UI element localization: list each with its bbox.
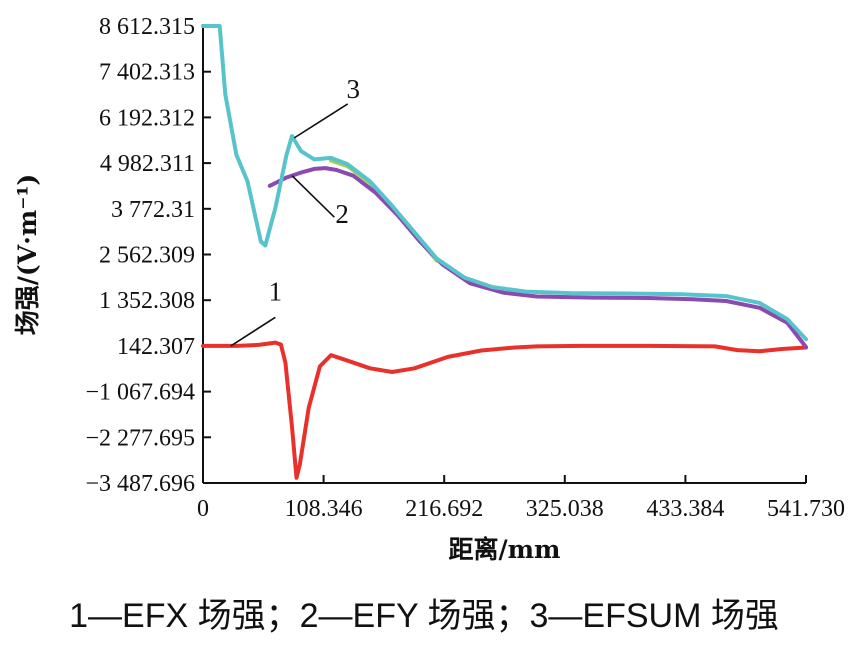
y-ticks: 8 612.315 7 402.313 6 192.312 4 982.311 3 77… (85, 14, 211, 497)
annotations: 1 2 3 (230, 74, 361, 347)
x-tick-label: 0 (197, 496, 209, 522)
y-tick-label: 142.307 (117, 334, 195, 360)
y-tick-label: 4 982.311 (100, 151, 195, 177)
x-tick-label: 216.692 (405, 496, 483, 522)
series-line-3 (201, 24, 808, 342)
y-tick-label: 7 402.313 (99, 60, 195, 86)
series-line-1 (201, 340, 808, 480)
annotation-leader-1 (230, 316, 276, 347)
x-tick-label: 433.384 (646, 496, 724, 522)
y-tick-label: 6 192.312 (99, 105, 195, 131)
axes (202, 24, 806, 484)
x-ticks: 0 108.346 216.692 325.038 433.384 541.730 (197, 475, 845, 522)
y-tick-label: −3 487.696 (85, 471, 195, 497)
y-tick-label: −1 067.694 (85, 380, 195, 406)
x-tick-label: 541.730 (767, 496, 845, 522)
y-tick-label: 3 772.31 (111, 197, 195, 223)
x-axis-title: 距离/mm (448, 535, 560, 564)
y-tick-label: 2 562.309 (99, 243, 195, 269)
annotation-label-3: 3 (347, 74, 361, 104)
x-tick-label: 325.038 (526, 496, 604, 522)
annotation-leader-3 (293, 103, 349, 139)
y-tick-label: 1 352.308 (99, 288, 195, 314)
annotation-label-2: 2 (335, 199, 349, 229)
y-axis-title: 场强/(V·m⁻¹) (13, 174, 42, 336)
y-tick-label: −2 277.695 (85, 425, 195, 451)
figure-caption: 1—EFX 场强；2—EFY 场强；3—EFSUM 场强 (69, 597, 779, 635)
series-line-2 (267, 166, 808, 350)
series-lines (201, 24, 808, 480)
annotation-label-1: 1 (269, 276, 283, 306)
x-tick-label: 108.346 (285, 496, 363, 522)
line-chart: 8 612.315 7 402.313 6 192.312 4 982.311 3 77… (13, 14, 845, 564)
annotation-leader-2 (291, 175, 335, 218)
y-tick-label: 8 612.315 (99, 14, 195, 40)
